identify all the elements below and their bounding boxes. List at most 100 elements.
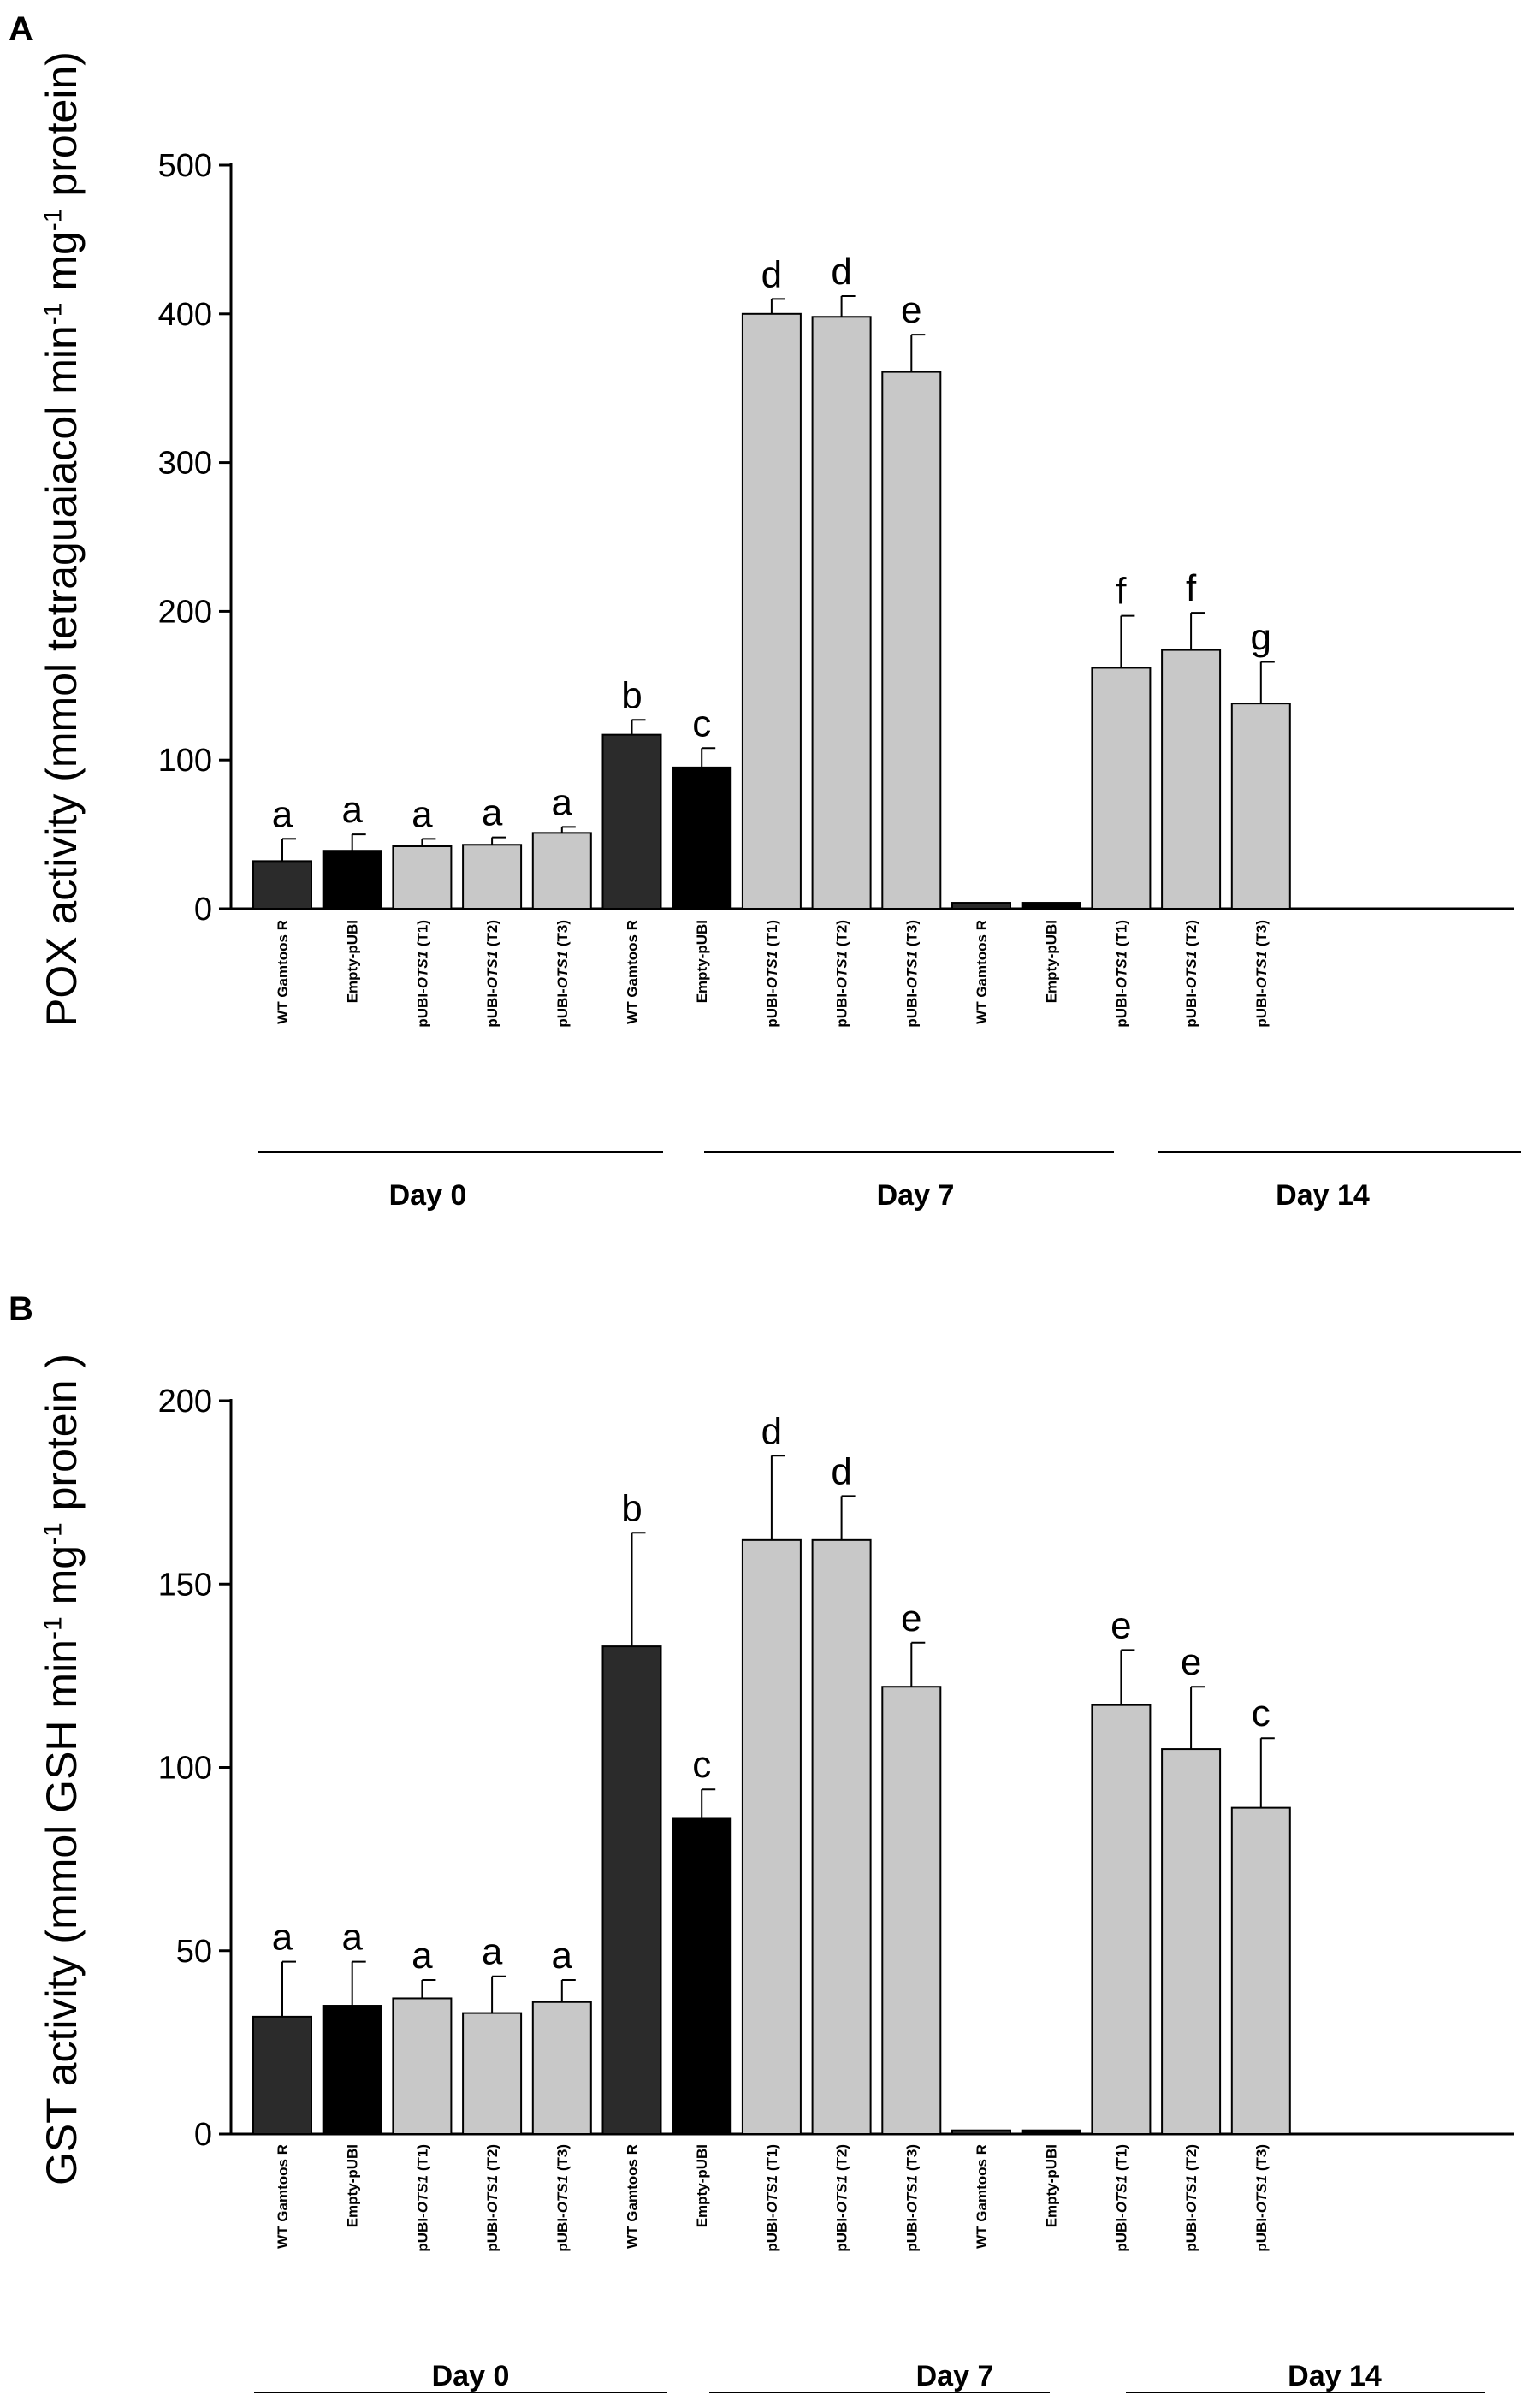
category-label-part: (T2) <box>1183 2144 1199 2175</box>
significance-letter: e <box>1181 1641 1201 1683</box>
x-category-label: Empty-pUBI <box>345 2144 361 2227</box>
category-label-part: Empty-pUBI <box>345 920 361 1003</box>
x-category-label: WT Gamtoos R <box>974 920 990 1024</box>
category-label-part: (T1) <box>764 920 780 951</box>
significance-letter: a <box>272 793 293 835</box>
significance-letter: a <box>412 793 433 835</box>
category-label-part: WT Gamtoos R <box>974 920 990 1024</box>
bar <box>1091 1704 1152 2136</box>
significance-letter: e <box>901 1598 921 1639</box>
x-category-label: pUBI-OTS1 (T3) <box>1253 2144 1270 2252</box>
category-label-part: (T1) <box>1113 920 1129 951</box>
category-label-gene: OTS1 <box>764 2175 780 2213</box>
y-tick-label: 0 <box>194 892 212 928</box>
group-label: Day 7 <box>877 1179 955 1212</box>
bar <box>1161 1748 1222 2135</box>
x-category-label: pUBI-OTS1 (T1) <box>764 2144 780 2252</box>
category-label-gene: OTS1 <box>554 951 571 988</box>
category-label-part: pUBI- <box>414 988 430 1027</box>
x-category-label: pUBI-OTS1 (T2) <box>484 920 500 1028</box>
bar <box>1021 2129 1081 2136</box>
category-label-part: (T3) <box>554 2144 571 2175</box>
category-label-part: pUBI- <box>903 988 920 1027</box>
x-category-label: pUBI-OTS1 (T3) <box>554 920 571 1028</box>
panel-a-label: A <box>9 10 33 48</box>
bar <box>462 844 523 910</box>
significance-letter: d <box>761 253 782 295</box>
bar <box>392 845 453 910</box>
category-label-part: Empty-pUBI <box>345 2144 361 2227</box>
category-label-gene: OTS1 <box>554 2175 571 2213</box>
category-label-gene: OTS1 <box>414 2175 430 2213</box>
category-label-part: pUBI- <box>834 2213 850 2251</box>
category-label-part: pUBI- <box>554 988 571 1027</box>
category-label-part: Empty-pUBI <box>1044 920 1060 1003</box>
bar <box>252 860 312 910</box>
x-category-label: pUBI-OTS1 (T2) <box>834 2144 850 2252</box>
x-category-label: pUBI-OTS1 (T2) <box>834 920 850 1028</box>
category-label-part: (T3) <box>1253 2144 1270 2175</box>
category-label-part: (T2) <box>1183 920 1199 951</box>
significance-letter: b <box>621 674 642 716</box>
significance-letter: c <box>692 703 711 744</box>
bar <box>601 1645 662 2135</box>
category-label-part: pUBI- <box>1183 988 1199 1027</box>
bar <box>672 766 732 910</box>
category-label-part: WT Gamtoos R <box>275 2144 291 2249</box>
category-label-gene: OTS1 <box>484 951 500 988</box>
x-category-label: pUBI-OTS1 (T2) <box>484 2144 500 2252</box>
y-tick-label: 200 <box>158 1384 212 1420</box>
x-category-label: pUBI-OTS1 (T2) <box>1183 2144 1199 2252</box>
x-category-label: Empty-pUBI <box>694 920 710 1003</box>
category-label-part: pUBI- <box>903 2213 920 2251</box>
y-tick-label: 150 <box>158 1567 212 1603</box>
bar <box>252 2015 312 2135</box>
category-label-part: pUBI- <box>764 988 780 1027</box>
x-category-label: pUBI-OTS1 (T1) <box>414 920 430 1028</box>
category-label-gene: OTS1 <box>834 951 850 988</box>
category-label-part: pUBI- <box>834 988 850 1027</box>
y-tick-label: 500 <box>158 148 212 184</box>
pox-activity-chart: 0 100 200 300 400 500 a WT Gamtoos R a Empty-pUBI… <box>158 148 1521 1212</box>
category-label-part: pUBI- <box>1253 2213 1270 2251</box>
category-label-gene: OTS1 <box>414 951 430 988</box>
significance-letter: d <box>831 251 851 293</box>
bar <box>531 832 592 910</box>
y-tick-label: 100 <box>158 743 212 779</box>
bar <box>881 1686 942 2135</box>
category-label-gene: OTS1 <box>903 2175 920 2213</box>
x-category-label: pUBI-OTS1 (T3) <box>1253 920 1270 1028</box>
category-label-part: pUBI- <box>1113 2213 1129 2251</box>
x-category-label: Empty-pUBI <box>1044 920 1060 1003</box>
bar <box>1230 1806 1291 2135</box>
category-label-part: WT Gamtoos R <box>275 920 291 1024</box>
x-category-label: pUBI-OTS1 (T1) <box>1113 2144 1129 2252</box>
significance-letter: b <box>621 1487 642 1529</box>
significance-letter: g <box>1251 616 1271 658</box>
category-label-part: (T2) <box>484 2144 500 2175</box>
y-tick-label: 400 <box>158 297 212 333</box>
bar <box>951 2129 1011 2136</box>
x-category-label: Empty-pUBI <box>345 920 361 1003</box>
category-label-part: pUBI- <box>1113 988 1129 1027</box>
category-label-part: pUBI- <box>554 2213 571 2251</box>
bar <box>322 850 382 910</box>
category-label-part: (T1) <box>414 920 430 951</box>
x-category-label: WT Gamtoos R <box>275 920 291 1024</box>
y-tick-label: 100 <box>158 1751 212 1787</box>
category-label-gene: OTS1 <box>1113 2175 1129 2213</box>
bar <box>951 902 1011 910</box>
bar <box>531 2001 592 2135</box>
category-label-part: (T1) <box>764 2144 780 2175</box>
significance-letter: f <box>1116 571 1127 613</box>
bar <box>811 316 872 910</box>
bar <box>741 1538 802 2135</box>
x-category-label: WT Gamtoos R <box>625 2144 641 2249</box>
category-label-part: pUBI- <box>414 2213 430 2251</box>
category-label-part: Empty-pUBI <box>694 920 710 1003</box>
y-tick-label: 200 <box>158 594 212 630</box>
category-label-part: WT Gamtoos R <box>974 2144 990 2249</box>
bar <box>1021 902 1081 910</box>
significance-letter: f <box>1186 567 1197 609</box>
